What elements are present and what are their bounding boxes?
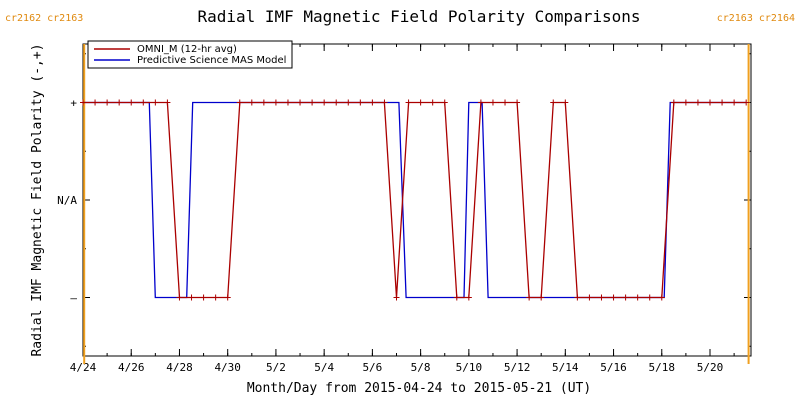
axis-ticks xyxy=(82,44,751,356)
omni-data-point xyxy=(514,99,521,106)
omni-data-point xyxy=(140,99,147,106)
legend-label-mas: Predictive Science MAS Model xyxy=(137,55,286,66)
omni-data-point xyxy=(682,99,689,106)
omni-data-point xyxy=(321,99,328,106)
omni-data-point xyxy=(248,99,255,106)
omni-data-point xyxy=(381,99,388,106)
legend-label-omni: OMNI_M (12-hr avg) xyxy=(137,44,237,55)
omni-series-line xyxy=(83,101,747,299)
omni-data-point xyxy=(345,99,352,106)
omni-data-point xyxy=(598,294,605,301)
omni-data-point xyxy=(634,294,641,301)
legend-box xyxy=(87,40,293,69)
omni-data-point xyxy=(610,294,617,301)
omni-data-point xyxy=(393,294,400,301)
omni-data-point xyxy=(297,99,304,106)
omni-data-point xyxy=(284,99,291,106)
omni-data-point xyxy=(212,294,219,301)
omni-data-point xyxy=(526,294,533,301)
omni-data-point xyxy=(309,99,316,106)
x-tick-label: 4/30 xyxy=(214,361,241,374)
omni-data-point xyxy=(550,99,557,106)
omni-data-point xyxy=(80,99,86,106)
omni-data-point xyxy=(562,99,569,106)
omni-data-point xyxy=(272,99,279,106)
x-axis-label: Month/Day from 2015-04-24 to 2015-05-21 … xyxy=(247,381,591,396)
omni-data-point xyxy=(489,99,496,106)
series-layer xyxy=(80,99,750,301)
omni-data-point xyxy=(417,99,424,106)
omni-data-point xyxy=(453,294,460,301)
omni-data-point xyxy=(188,294,195,301)
omni-data-point xyxy=(719,99,726,106)
carrington-markers: cr2162 cr2163 cr2163 cr2164 xyxy=(5,13,795,364)
x-tick-label: 5/2 xyxy=(266,361,286,374)
x-tick-label: 5/18 xyxy=(649,361,676,374)
carrington-marker-label: cr2162 cr2163 xyxy=(5,13,83,24)
legend: OMNI_M (12-hr avg) Predictive Science MA… xyxy=(87,40,293,69)
omni-data-point xyxy=(152,99,159,106)
omni-data-point xyxy=(92,99,99,106)
omni-data-point xyxy=(477,99,484,106)
omni-data-point xyxy=(116,99,123,106)
omni-data-point xyxy=(694,99,701,106)
x-tick-label: 5/6 xyxy=(362,361,382,374)
x-tick-label: 5/8 xyxy=(411,361,431,374)
omni-data-point xyxy=(260,99,267,106)
y-axis-label: Radial IMF Magnetic Field Polarity (-,+) xyxy=(30,43,45,356)
omni-data-point xyxy=(465,294,472,301)
x-tick-labels: 4/24 4/26 4/28 4/30 5/2 5/4 5/6 5/8 5/10 5/12 5/14… xyxy=(70,361,724,374)
omni-data-point xyxy=(369,99,376,106)
y-tick-label: + xyxy=(70,97,77,110)
omni-data-point xyxy=(224,294,231,301)
omni-data-point xyxy=(429,99,436,106)
y-tick-label: N/A xyxy=(57,194,77,207)
carrington-marker-label: cr2163 cr2164 xyxy=(717,13,795,24)
omni-data-point xyxy=(707,99,714,106)
omni-data-point xyxy=(731,99,738,106)
x-tick-label: 5/20 xyxy=(697,361,724,374)
x-tick-label: 5/10 xyxy=(456,361,483,374)
omni-data-point xyxy=(538,294,545,301)
x-tick-label: 5/4 xyxy=(314,361,334,374)
x-tick-label: 5/12 xyxy=(504,361,531,374)
omni-data-point xyxy=(586,294,593,301)
omni-data-point xyxy=(164,99,171,106)
omni-data-point xyxy=(104,99,111,106)
chart-title: Radial IMF Magnetic Field Polarity Compa… xyxy=(197,7,640,26)
x-tick-label: 4/24 xyxy=(70,361,97,374)
omni-data-point xyxy=(357,99,364,106)
omni-data-point xyxy=(236,99,243,106)
omni-data-point xyxy=(743,99,750,106)
omni-data-point xyxy=(176,294,183,301)
omni-data-point xyxy=(622,294,629,301)
omni-data-point xyxy=(333,99,340,106)
omni-data-point xyxy=(405,99,412,106)
plot-frame xyxy=(82,43,752,357)
x-tick-label: 4/26 xyxy=(118,361,145,374)
omni-data-point xyxy=(670,99,677,106)
omni-data-point xyxy=(200,294,207,301)
omni-data-point xyxy=(658,294,665,301)
omni-data-point xyxy=(502,99,509,106)
x-tick-label: 5/16 xyxy=(600,361,627,374)
omni-data-point xyxy=(574,294,581,301)
omni-data-point xyxy=(441,99,448,106)
x-tick-label: 5/14 xyxy=(552,361,579,374)
omni-data-point xyxy=(128,99,135,106)
mas-series-line xyxy=(83,101,747,299)
x-tick-label: 4/28 xyxy=(166,361,193,374)
y-tick-label: – xyxy=(70,292,77,305)
y-tick-labels: + N/A – xyxy=(57,97,77,305)
omni-data-point xyxy=(646,294,653,301)
